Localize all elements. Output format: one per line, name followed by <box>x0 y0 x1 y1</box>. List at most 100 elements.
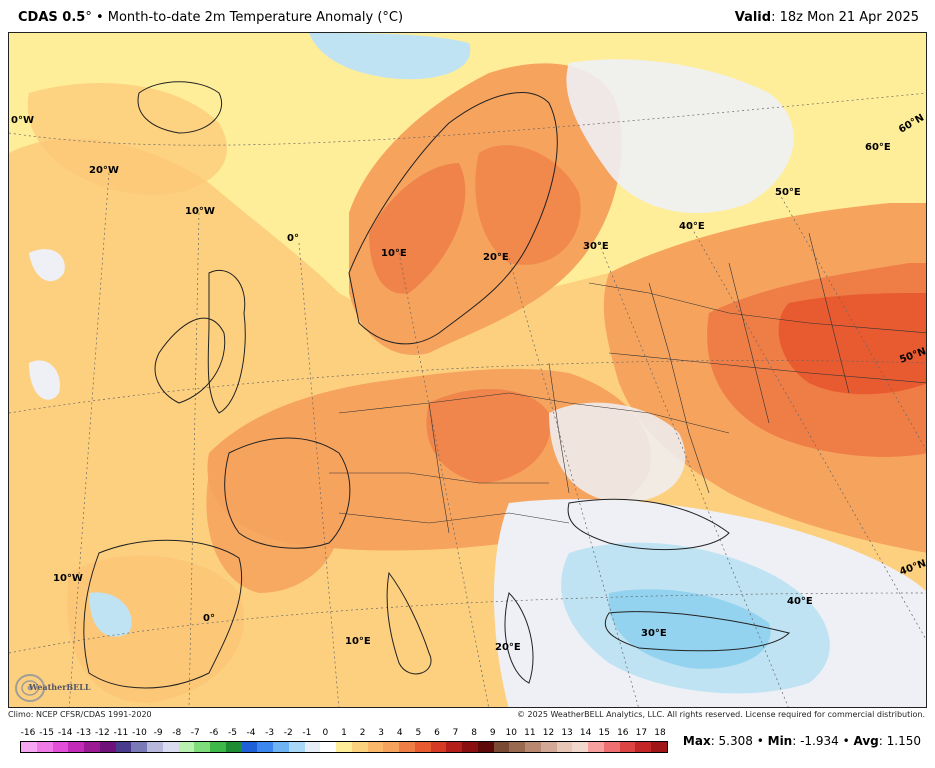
lon-label: 0° <box>287 233 299 244</box>
legend-color-bar <box>20 741 668 753</box>
legend-tick-label: 11 <box>524 728 536 738</box>
country-borders <box>329 232 926 534</box>
legend-swatch <box>320 742 336 752</box>
legend-swatch <box>619 742 636 752</box>
legend-swatch <box>210 742 226 752</box>
legend-swatch <box>147 742 163 752</box>
valid-value: : 18z Mon 21 Apr 2025 <box>771 10 919 25</box>
legend-swatch <box>556 742 573 752</box>
legend-tick-label: -12 <box>94 728 110 738</box>
legend-tick-label: 4 <box>396 728 403 738</box>
legend-swatch <box>493 742 510 752</box>
atlantic-cool-spot <box>29 249 65 282</box>
sweden-anomaly <box>475 145 581 265</box>
lon-label: 40°E <box>787 596 813 607</box>
legend-swatch <box>351 742 368 752</box>
legend-tick-label: -2 <box>283 728 293 738</box>
avg-label: Avg <box>853 734 879 748</box>
map-title: CDAS 0.5° • Month-to-date 2m Temperature… <box>18 10 403 25</box>
model-name: CDAS 0.5 <box>18 10 86 25</box>
lon-label: 10°W <box>53 573 83 584</box>
spain-cool-spot <box>89 592 132 637</box>
legend-tick-label: 3 <box>378 728 385 738</box>
legend-swatch <box>99 742 116 752</box>
lon-label: 10°W <box>185 206 215 217</box>
legend-swatch <box>36 742 53 752</box>
legend-tick-label: 1 <box>341 728 347 738</box>
iberia-anomaly <box>67 555 245 703</box>
norway-anomaly <box>369 163 466 294</box>
iceland-region <box>27 83 227 195</box>
legend-tick-label: 9 <box>489 728 496 738</box>
map-canvas: 0°W 20°W 10°W 0° 10°E 20°E 30°E 40°E 50°… <box>9 33 926 707</box>
legend-swatch <box>509 742 525 752</box>
legend-swatch <box>540 742 557 752</box>
lon-label: 50°E <box>775 187 801 198</box>
legend-tick-label: 2 <box>359 728 366 738</box>
legend-tick-label: -14 <box>57 728 73 738</box>
coastlines <box>83 81 790 689</box>
legend-swatch <box>399 742 415 752</box>
legend-tick-label: 8 <box>471 728 477 738</box>
legend-swatch <box>68 742 84 752</box>
legend-swatch <box>462 742 478 752</box>
legend-tick-label: 17 <box>635 728 648 738</box>
legend-tick-label: -11 <box>113 728 129 738</box>
avg-value: : 1.150 <box>878 734 921 748</box>
lon-label: 20°W <box>89 165 119 176</box>
degree-mark: ° <box>85 10 92 25</box>
lon-label: 10°E <box>381 248 407 259</box>
legend-tick-label: -5 <box>227 728 237 738</box>
legend-swatch <box>21 742 37 752</box>
copyright-note: © 2025 WeatherBELL Analytics, LLC. All r… <box>517 710 925 719</box>
legend-swatch <box>288 742 305 752</box>
legend-swatch <box>525 742 541 752</box>
weatherbell-logo: WeatherBELL <box>12 668 94 706</box>
min-value: : -1.934 <box>792 734 839 748</box>
lon-label: 20°E <box>483 252 509 263</box>
legend-swatch <box>603 742 620 752</box>
legend-tick-label: -6 <box>209 728 219 738</box>
poland-anomaly <box>426 389 551 483</box>
legend-tick-label: -1 <box>302 728 312 738</box>
stats-sep: • <box>838 734 854 748</box>
header: CDAS 0.5° • Month-to-date 2m Temperature… <box>0 0 935 32</box>
legend-tick-label: -10 <box>132 728 147 738</box>
norwegian-sea-cool-area <box>309 33 471 80</box>
legend-tick-label: -7 <box>190 728 200 738</box>
anomaly-map: 0°W 20°W 10°W 0° 10°E 20°E 30°E 40°E 50°… <box>8 32 927 708</box>
legend-tick-label: 5 <box>415 728 422 738</box>
legend-tick-label: 14 <box>579 728 592 738</box>
legend-swatch <box>131 742 147 752</box>
lon-label: 0° <box>203 613 215 624</box>
legend-swatch <box>383 742 399 752</box>
legend-tick-labels: -16 -15 -14 -13 -12 -11 -10 -9 -8 -7 -6 -5 -4 -3 -2 -1 0… <box>20 728 668 740</box>
legend-swatch <box>115 742 132 752</box>
climo-note: Climo: NCEP CFSR/CDAS 1991-2020 <box>8 710 152 719</box>
russia-hot-core <box>778 293 926 395</box>
legend-swatch <box>336 742 352 752</box>
legend-swatch <box>414 742 431 752</box>
logo-text: WeatherBELL <box>29 682 91 692</box>
legend-swatch <box>225 742 242 752</box>
legend-tick-label: -8 <box>172 728 182 738</box>
legend-tick-label: -3 <box>265 728 275 738</box>
legend-swatch <box>635 742 651 752</box>
stats-sep: • <box>752 734 768 748</box>
lon-label: 30°E <box>641 628 667 639</box>
legend-tick-label: 12 <box>542 728 555 738</box>
legend-tick-label: 18 <box>654 728 666 738</box>
legend-swatch <box>651 742 667 752</box>
max-value: : 5.308 <box>710 734 753 748</box>
legend-swatch <box>572 742 588 752</box>
legend-tick-label: 0 <box>322 728 329 738</box>
legend-tick-label: -4 <box>246 728 256 738</box>
graticule <box>9 92 926 707</box>
legend-swatch <box>194 742 210 752</box>
ukraine-cool-area <box>549 402 686 503</box>
legend-swatch <box>84 742 100 752</box>
legend-tick-label: 6 <box>434 728 440 738</box>
legend-swatch <box>477 742 494 752</box>
product-name: Month-to-date 2m Temperature Anomaly (°C… <box>107 10 404 25</box>
legend-swatch <box>273 742 289 752</box>
